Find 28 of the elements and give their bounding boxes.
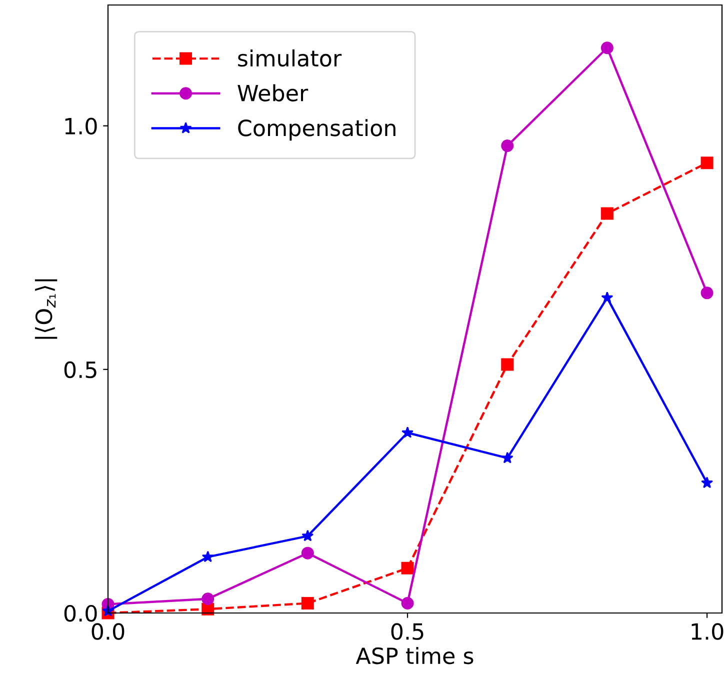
legend-label: Compensation: [238, 119, 396, 141]
y-tick-label: 0.0: [64, 604, 97, 622]
point: [202, 592, 214, 606]
x-tick-label: 0.5: [391, 623, 424, 640]
point: [401, 562, 414, 574]
point: [601, 292, 614, 303]
point: [501, 358, 514, 371]
point: [600, 207, 614, 220]
point: [701, 476, 714, 488]
point: [301, 546, 314, 560]
y-tick-label: 0.5: [64, 361, 96, 378]
point: [700, 156, 714, 170]
point: [301, 597, 314, 610]
point: [402, 426, 414, 438]
y-axis-title: |⟨O$_{z₁}$⟩|: [34, 279, 58, 339]
point: [302, 530, 314, 542]
point: [401, 597, 414, 610]
point: [202, 550, 214, 562]
y-tick-label: 1.0: [65, 118, 97, 135]
legend-label: simulator: [238, 49, 342, 67]
point: [600, 42, 614, 54]
point: [501, 452, 514, 464]
x-tick-label: 1.0: [692, 623, 724, 640]
point: [501, 140, 514, 152]
x-axis-title: ASP time s: [356, 647, 474, 664]
x-tick-label: 0.0: [92, 623, 124, 640]
point: [700, 286, 714, 300]
legend-label: Weber: [238, 84, 308, 102]
